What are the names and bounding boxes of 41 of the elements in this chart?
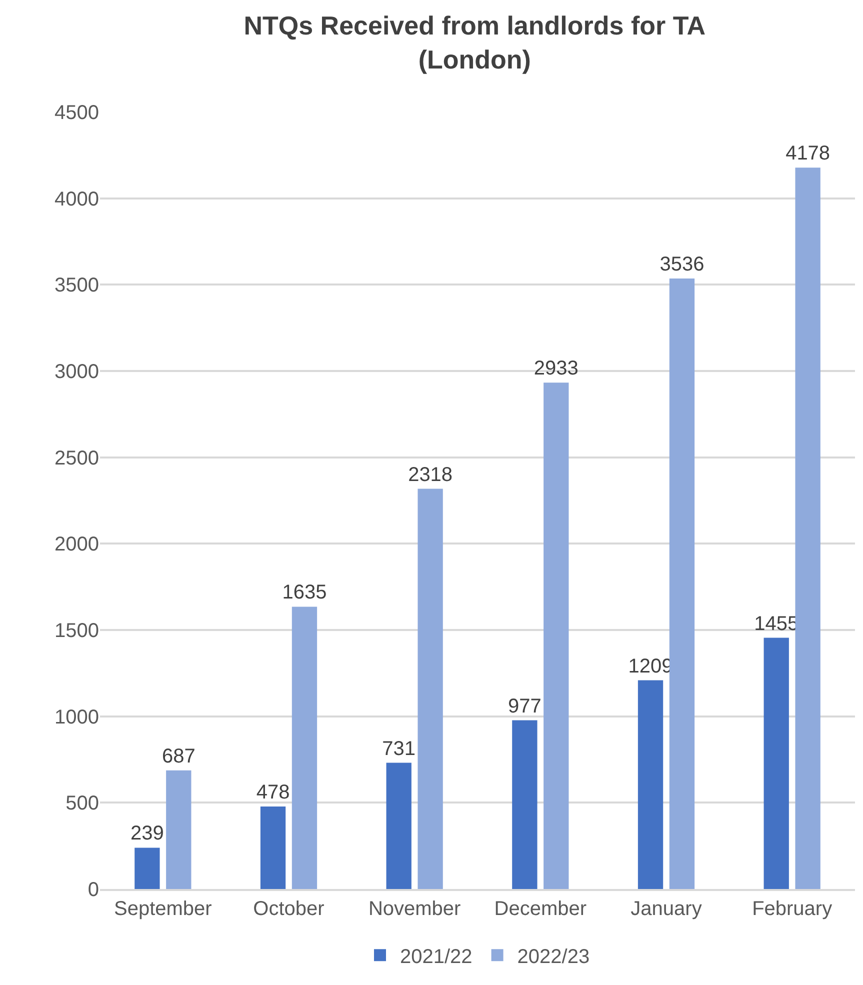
- data-label: 3536: [660, 253, 704, 276]
- y-tick-label: 1500: [54, 620, 99, 642]
- y-tick-label: 4000: [54, 188, 99, 210]
- bar: [795, 168, 820, 889]
- bar: [669, 278, 695, 889]
- y-tick-label: 3000: [54, 361, 99, 383]
- y-tick-label: 2000: [54, 534, 99, 556]
- x-tick-label: February: [752, 898, 832, 920]
- bar: [418, 488, 443, 889]
- data-label: 478: [256, 781, 290, 804]
- y-tick-label: 2500: [54, 447, 99, 470]
- y-tick-label: 1000: [54, 706, 99, 728]
- legend-label: 2022/23: [517, 946, 590, 968]
- data-label: 977: [508, 695, 542, 718]
- x-tick-label: September: [114, 898, 212, 920]
- data-label: 1635: [282, 582, 327, 604]
- x-tick-label: October: [253, 898, 325, 920]
- bar: [134, 848, 160, 889]
- y-tick-label: 500: [66, 792, 99, 815]
- data-label: 2318: [408, 464, 453, 486]
- bar: [764, 638, 789, 889]
- x-tick-label: January: [630, 898, 702, 920]
- bar: [386, 762, 412, 889]
- data-label: 687: [162, 745, 196, 768]
- bar: [512, 720, 538, 889]
- data-label: 4178: [786, 142, 830, 165]
- chart-title: NTQs Received from landlords for TA (London): [244, 10, 706, 74]
- y-tick-label: 3500: [54, 274, 99, 297]
- bar: [166, 770, 192, 889]
- x-tick-label: November: [368, 898, 462, 920]
- data-label: 731: [382, 738, 416, 760]
- bar: [292, 606, 318, 889]
- bar: [260, 806, 286, 889]
- data-label: 239: [130, 822, 164, 845]
- x-tick-label: December: [494, 898, 587, 920]
- bar: [638, 680, 664, 889]
- data-label: 2933: [534, 358, 578, 380]
- y-tick-label: 4500: [54, 102, 99, 124]
- legend-label: 2021/22: [400, 946, 472, 968]
- bar: [544, 382, 569, 889]
- y-tick-label: 0: [88, 879, 99, 901]
